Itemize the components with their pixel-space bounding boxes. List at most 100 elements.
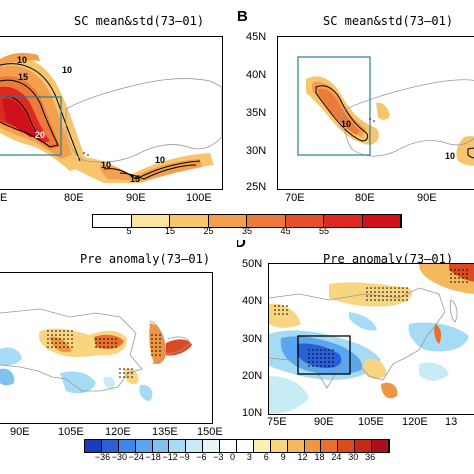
pre-colorbar-label: −24 — [128, 452, 144, 462]
significance-dot — [63, 342, 65, 344]
significance-dot — [462, 277, 464, 279]
significance-dot — [123, 368, 125, 370]
panel-c-xtick: 150E — [197, 426, 223, 438]
significance-dot — [324, 365, 326, 367]
significance-dot — [47, 346, 49, 348]
significance-dot — [374, 287, 376, 289]
significance-dot — [320, 365, 322, 367]
significance-dot — [324, 353, 326, 355]
sc-colorbar-swatch — [362, 215, 401, 227]
significance-dot — [111, 342, 113, 344]
panel-c-field — [0, 308, 192, 401]
panel-d-xtick: 105E — [358, 416, 384, 428]
pre-colorbar-swatch — [203, 440, 221, 452]
significance-dot — [151, 338, 153, 340]
pre-colorbar-swatch — [118, 440, 136, 452]
panel-a-xtick: E — [0, 192, 8, 204]
significance-dot — [458, 281, 460, 283]
significance-dot — [328, 357, 330, 359]
pre-colorbar-swatch — [186, 440, 204, 452]
significance-dot — [450, 269, 452, 271]
panel-c-title: Pre anomaly(73–01) — [80, 252, 211, 266]
panel-b-ytick: 45N — [246, 31, 267, 43]
significance-dot — [99, 342, 101, 344]
pre-colorbar-label: −36 — [94, 452, 111, 462]
significance-dot — [274, 313, 276, 315]
significance-dot — [103, 346, 105, 348]
significance-dot — [99, 338, 101, 340]
sc-colorbar-swatch — [208, 215, 247, 227]
significance-dot — [458, 269, 460, 271]
panel-d-xtick: 120E — [402, 416, 428, 428]
significance-dot — [390, 291, 392, 293]
pre-colorbar-label: 3 — [246, 452, 252, 462]
pre-colorbar-swatch — [287, 440, 305, 452]
significance-dot — [370, 299, 372, 301]
significance-dot — [324, 361, 326, 363]
significance-dot — [324, 349, 326, 351]
pre-colorbar-labels: −36 −30 −24 −18 −12 −9 −6 −3 0 3 6 9 12 18 24 30 36 — [0, 452, 474, 466]
panel-c-xtick: 120E — [105, 426, 131, 438]
significance-dot — [386, 299, 388, 301]
significance-dot — [111, 346, 113, 348]
significance-dot — [63, 338, 65, 340]
significance-dot — [316, 353, 318, 355]
significance-dot — [278, 313, 280, 315]
panel-d-ytick: 50N — [242, 258, 263, 270]
significance-dot — [382, 287, 384, 289]
significance-dot — [282, 309, 284, 311]
panel-a: SC mean&std(73–01) 1 — [0, 0, 237, 240]
significance-dot — [370, 295, 372, 297]
significance-dot — [47, 342, 49, 344]
panel-c-xtick: 105E — [58, 426, 84, 438]
pre-colorbar-label: 18 — [314, 452, 325, 462]
significance-dot — [312, 349, 314, 351]
significance-dot — [454, 273, 456, 275]
significance-dot — [71, 346, 73, 348]
significance-dot — [274, 309, 276, 311]
significance-dot — [127, 376, 129, 378]
significance-dot — [67, 346, 69, 348]
panel-b-letter: B — [237, 8, 248, 25]
significance-dot — [378, 287, 380, 289]
significance-dot — [67, 342, 69, 344]
significance-dot — [394, 299, 396, 301]
significance-dot — [370, 291, 372, 293]
significance-dot — [382, 299, 384, 301]
panel-d-xtick: 13 — [445, 416, 458, 428]
significance-dot — [332, 353, 334, 355]
significance-dot — [55, 346, 57, 348]
panel-a-title: SC mean&std(73–01) — [74, 14, 205, 28]
significance-dot — [59, 330, 61, 332]
significance-dot — [51, 342, 53, 344]
significance-dot — [374, 299, 376, 301]
sc-colorbar-label: 35 — [242, 226, 253, 236]
significance-dot — [316, 361, 318, 363]
sc-colorbar-label: 45 — [280, 226, 291, 236]
panel-b-ytick: 35N — [246, 107, 267, 119]
significance-dot — [119, 376, 121, 378]
significance-dot — [155, 350, 157, 352]
significance-dot — [402, 291, 404, 293]
significance-dot — [71, 342, 73, 344]
significance-dot — [51, 330, 53, 332]
significance-dot — [394, 291, 396, 293]
significance-dot — [159, 354, 161, 356]
significance-dot — [450, 281, 452, 283]
sc-colorbar — [92, 214, 402, 228]
significance-dot — [462, 281, 464, 283]
panel-b-xtick: 90E — [417, 192, 437, 204]
significance-dot — [151, 342, 153, 344]
significance-dot — [332, 349, 334, 351]
panel-d-title: Pre anomaly(73–01) — [323, 252, 454, 266]
significance-dot — [320, 349, 322, 351]
significance-dot — [127, 372, 129, 374]
significance-dot — [155, 342, 157, 344]
significance-dot — [67, 330, 69, 332]
significance-dot — [366, 295, 368, 297]
panel-a-contour-label: 15 — [130, 174, 141, 184]
pre-colorbar-swatch — [152, 440, 170, 452]
sc-colorbar-label: 5 — [126, 226, 132, 236]
significance-dot — [278, 309, 280, 311]
significance-dot — [366, 291, 368, 293]
